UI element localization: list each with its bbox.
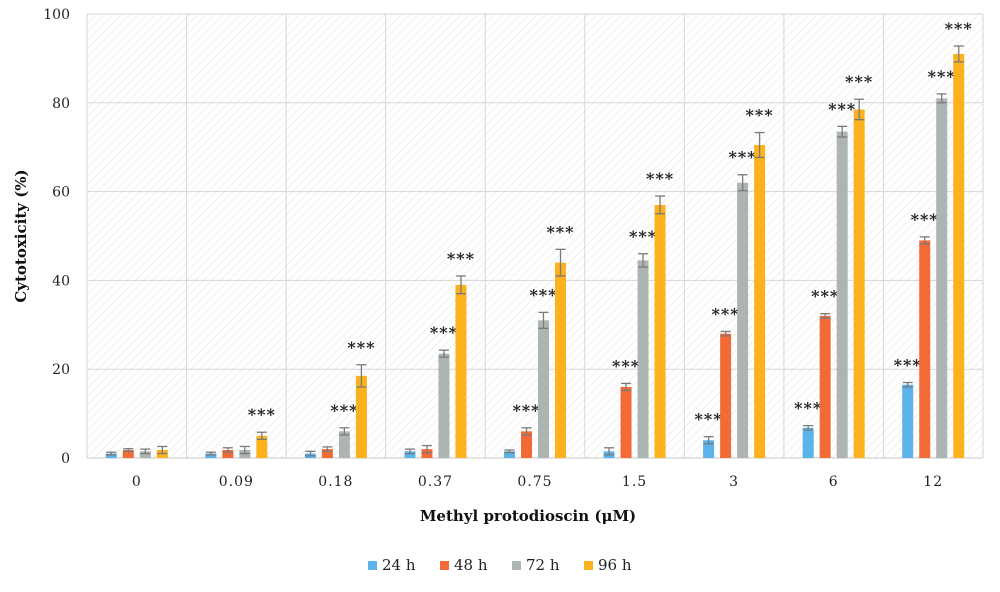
bar xyxy=(455,284,467,458)
bar xyxy=(902,384,914,458)
x-ticks: 0 0.09 0.18 0.37 0.75 1.5 3 6 12 xyxy=(132,474,943,490)
significance-marker: *** xyxy=(330,401,358,420)
bars-group: *** *** *** *** *** *** *** *** *** *** *** *** *** *… xyxy=(105,19,973,459)
significance-marker: *** xyxy=(911,210,939,229)
x-tick-label: 0.09 xyxy=(219,474,254,490)
y-axis-title: Cytotoxicity (%) xyxy=(12,169,30,302)
x-tick-label: 6 xyxy=(829,474,839,490)
gridlines xyxy=(86,13,984,459)
x-tick-label: 3 xyxy=(729,474,739,490)
legend: 24 h 48 h 72 h 96 h xyxy=(368,556,632,574)
bar xyxy=(654,204,666,458)
significance-marker: *** xyxy=(629,227,657,246)
significance-marker: *** xyxy=(447,249,475,268)
significance-marker: *** xyxy=(845,72,873,91)
significance-marker: *** xyxy=(894,356,922,375)
significance-marker: *** xyxy=(512,401,540,420)
significance-marker: *** xyxy=(794,399,822,418)
significance-marker: *** xyxy=(646,169,674,188)
bar xyxy=(105,453,117,458)
bar xyxy=(355,375,367,458)
bar xyxy=(637,260,649,458)
y-tick-label: 0 xyxy=(61,451,70,467)
bar xyxy=(338,431,350,458)
bar xyxy=(754,144,766,459)
bar xyxy=(504,451,515,458)
bar xyxy=(538,320,549,458)
bar xyxy=(703,440,715,458)
y-tick-label: 80 xyxy=(52,96,70,112)
bar xyxy=(205,453,217,458)
significance-marker: *** xyxy=(430,323,458,342)
significance-marker: *** xyxy=(546,222,574,241)
bar xyxy=(521,431,532,458)
bar xyxy=(953,53,965,459)
bar xyxy=(222,450,234,458)
legend-label: 48 h xyxy=(454,556,488,574)
bar xyxy=(321,449,333,458)
legend-label: 96 h xyxy=(598,556,632,574)
plot-area xyxy=(87,14,983,458)
bar xyxy=(555,262,566,458)
significance-marker: *** xyxy=(695,410,723,429)
y-ticks: 0 20 40 60 80 100 xyxy=(43,7,70,467)
bar xyxy=(737,182,749,458)
significance-marker: *** xyxy=(928,67,956,86)
y-tick-label: 100 xyxy=(43,7,70,23)
y-tick-label: 40 xyxy=(52,273,70,289)
bar xyxy=(438,353,450,458)
legend-label: 72 h xyxy=(526,556,560,574)
bar xyxy=(404,451,416,458)
bar xyxy=(620,386,632,458)
x-tick-label: 0.75 xyxy=(517,474,552,490)
significance-marker: *** xyxy=(612,356,640,375)
legend-swatch xyxy=(368,561,377,570)
legend-label: 24 h xyxy=(382,556,416,574)
significance-marker: *** xyxy=(529,285,557,304)
legend-swatch xyxy=(440,561,449,570)
legend-swatch xyxy=(584,561,593,570)
y-tick-label: 60 xyxy=(52,185,70,201)
legend-swatch xyxy=(512,561,521,570)
significance-marker: *** xyxy=(729,148,757,167)
significance-marker: *** xyxy=(248,405,276,424)
bar xyxy=(919,240,931,458)
significance-marker: *** xyxy=(945,19,973,38)
x-tick-label: 0.37 xyxy=(418,474,453,490)
significance-marker: *** xyxy=(811,287,839,306)
bar xyxy=(836,131,848,458)
x-tick-label: 12 xyxy=(923,474,943,490)
bar xyxy=(256,435,268,458)
significance-marker: *** xyxy=(746,106,774,125)
bar xyxy=(853,109,865,459)
significance-marker: *** xyxy=(712,304,740,323)
x-tick-label: 0 xyxy=(132,474,142,490)
bar xyxy=(139,451,151,458)
x-tick-label: 1.5 xyxy=(622,474,647,490)
bar xyxy=(802,427,814,458)
significance-marker: *** xyxy=(828,99,856,118)
bar xyxy=(936,98,948,459)
x-tick-label: 0.18 xyxy=(318,474,353,490)
significance-marker: *** xyxy=(347,338,375,357)
bar xyxy=(720,333,732,458)
bar xyxy=(421,449,433,458)
bar xyxy=(819,315,831,458)
y-tick-label: 20 xyxy=(52,362,70,378)
x-axis-title: Methyl protodioscin (μM) xyxy=(420,507,636,525)
bar xyxy=(122,450,134,458)
